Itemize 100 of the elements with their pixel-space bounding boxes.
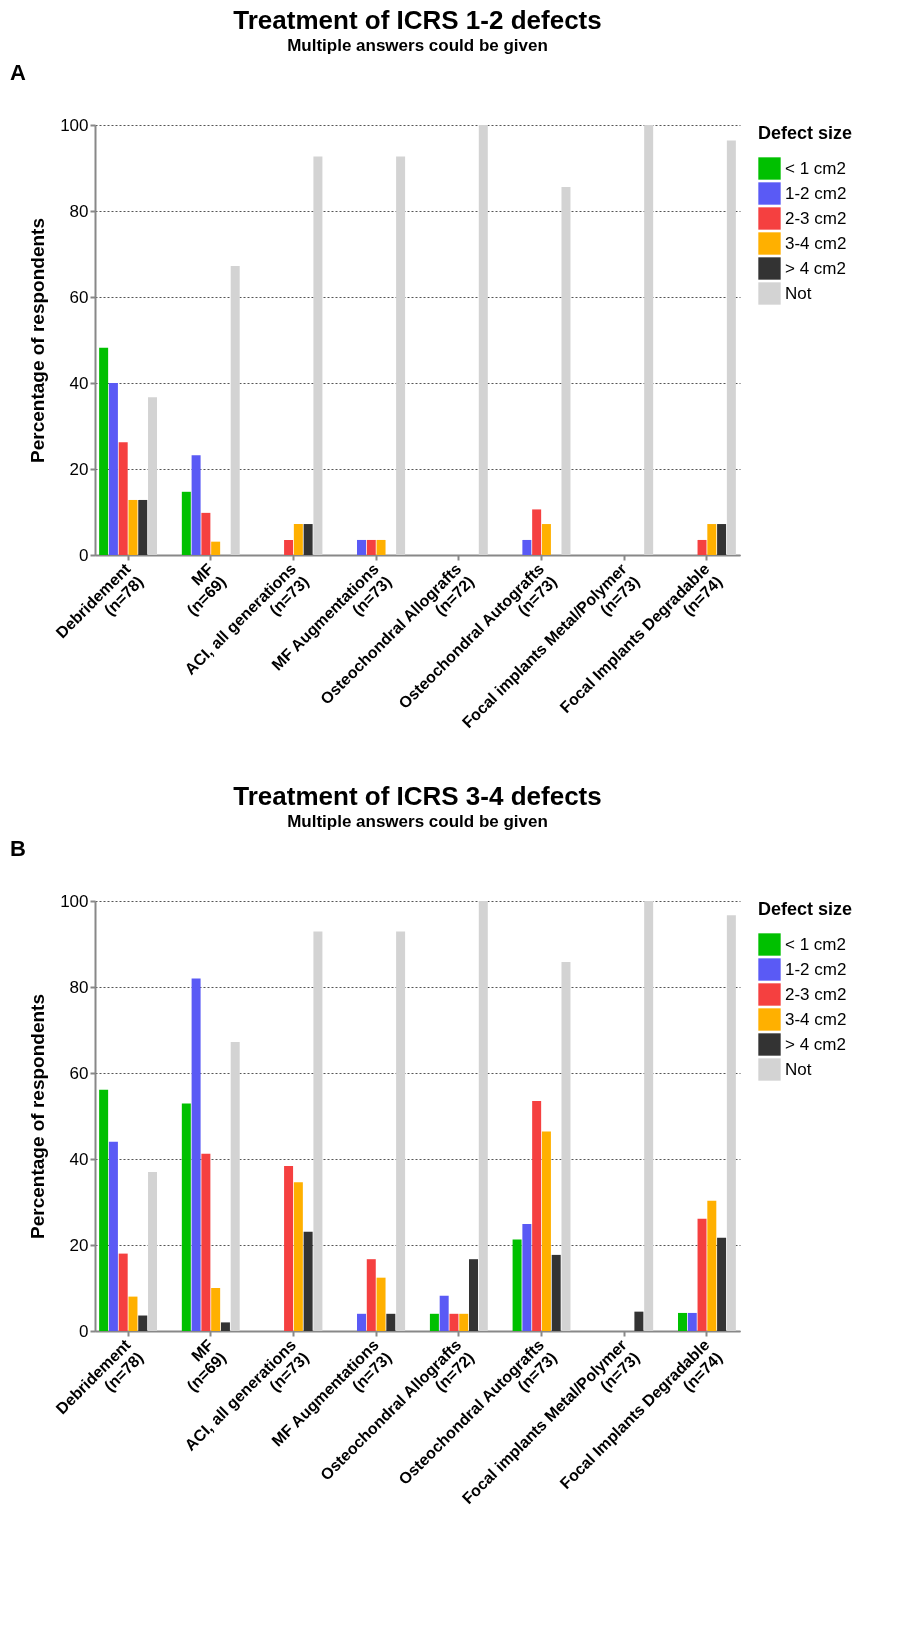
bar [220, 1322, 230, 1331]
bar [230, 266, 240, 555]
bar [644, 901, 654, 1331]
legend-label: 3-4 cm2 [785, 233, 847, 253]
bar [469, 1259, 479, 1331]
bar [201, 1153, 211, 1331]
bar [726, 915, 736, 1331]
bar [356, 539, 366, 555]
bar [478, 125, 488, 555]
legend-label: 1-2 cm2 [785, 959, 847, 979]
y-tick-label: 80 [69, 977, 89, 997]
bar [561, 186, 571, 555]
bar [191, 978, 201, 1331]
bar [522, 539, 532, 555]
bar [429, 1313, 439, 1331]
legend-title: Defect size [758, 899, 853, 919]
bar [697, 539, 707, 555]
bar [138, 499, 148, 555]
bar [561, 962, 571, 1331]
bar [128, 1296, 138, 1331]
bar [284, 539, 294, 555]
bar [191, 455, 201, 555]
bar [293, 524, 303, 555]
bar [356, 1313, 366, 1331]
bar [138, 1315, 148, 1331]
y-tick-label: 20 [69, 459, 89, 479]
chart-title: Treatment of ICRS 1-2 defects [233, 5, 602, 35]
bar [284, 1165, 294, 1331]
bar [396, 931, 406, 1331]
bar [99, 347, 109, 555]
legend-label: 3-4 cm2 [785, 1009, 847, 1029]
legend-label: > 4 cm2 [785, 1034, 846, 1054]
bar [230, 1042, 240, 1331]
bar [148, 397, 158, 555]
bar [303, 1231, 313, 1331]
bar [366, 539, 376, 555]
legend-title: Defect size [758, 123, 853, 143]
bar [707, 524, 717, 555]
bar [644, 125, 654, 555]
bar [396, 156, 406, 555]
text: B [10, 836, 26, 861]
bar [512, 1239, 522, 1331]
legend-label: Not [785, 283, 812, 303]
y-tick-label: 60 [69, 287, 89, 307]
bar [449, 1313, 459, 1331]
bar [313, 156, 323, 555]
y-tick-label: 20 [69, 1235, 89, 1255]
bar [677, 1312, 687, 1331]
bar [541, 1131, 551, 1331]
bar [181, 1103, 191, 1331]
legend-label: 1-2 cm2 [785, 183, 847, 203]
y-tick-label: 100 [60, 115, 89, 135]
bar [707, 1200, 717, 1331]
bar [211, 1288, 221, 1331]
bar [108, 1141, 118, 1331]
bar [303, 524, 313, 555]
bar [201, 512, 211, 555]
y-tick-label: 40 [69, 1149, 89, 1169]
bar [211, 541, 221, 555]
y-tick-label: 0 [79, 1321, 89, 1341]
bar [459, 1313, 469, 1331]
y-tick-label: 60 [69, 1063, 89, 1083]
bar [541, 524, 551, 555]
bar [634, 1311, 644, 1331]
legend-label: 2-3 cm2 [785, 208, 847, 228]
y-axis-title: Percentage of respondents [27, 994, 49, 1239]
bar [532, 1100, 542, 1331]
legend-label: > 4 cm2 [785, 258, 846, 278]
bar [386, 1313, 396, 1331]
bar [366, 1259, 376, 1331]
bar [118, 442, 128, 555]
chart-subtitle: Multiple answers could be given [287, 36, 548, 55]
bar [376, 539, 386, 555]
bar [439, 1295, 449, 1331]
bar [478, 901, 488, 1331]
y-tick-label: 0 [79, 545, 89, 565]
bar [697, 1218, 707, 1331]
bar [108, 383, 118, 555]
chart-subtitle: Multiple answers could be given [287, 812, 548, 831]
bar [532, 509, 542, 555]
bar [551, 1254, 561, 1331]
bar [717, 524, 727, 555]
bar [687, 1312, 697, 1331]
bar [181, 491, 191, 555]
legend-label: Not [785, 1059, 812, 1079]
bar [522, 1223, 532, 1331]
y-tick-label: 40 [69, 373, 89, 393]
y-tick-label: 100 [60, 891, 89, 911]
bar [128, 499, 138, 555]
bar [313, 931, 323, 1331]
bar [717, 1237, 727, 1331]
bar [148, 1171, 158, 1331]
bar [118, 1253, 128, 1331]
text: A [10, 60, 26, 85]
y-tick-label: 80 [69, 201, 89, 221]
bar [726, 140, 736, 555]
chart-title: Treatment of ICRS 3-4 defects [233, 781, 602, 811]
legend-label: < 1 cm2 [785, 158, 846, 178]
bar [293, 1182, 303, 1331]
y-axis-title: Percentage of respondents [27, 218, 49, 463]
